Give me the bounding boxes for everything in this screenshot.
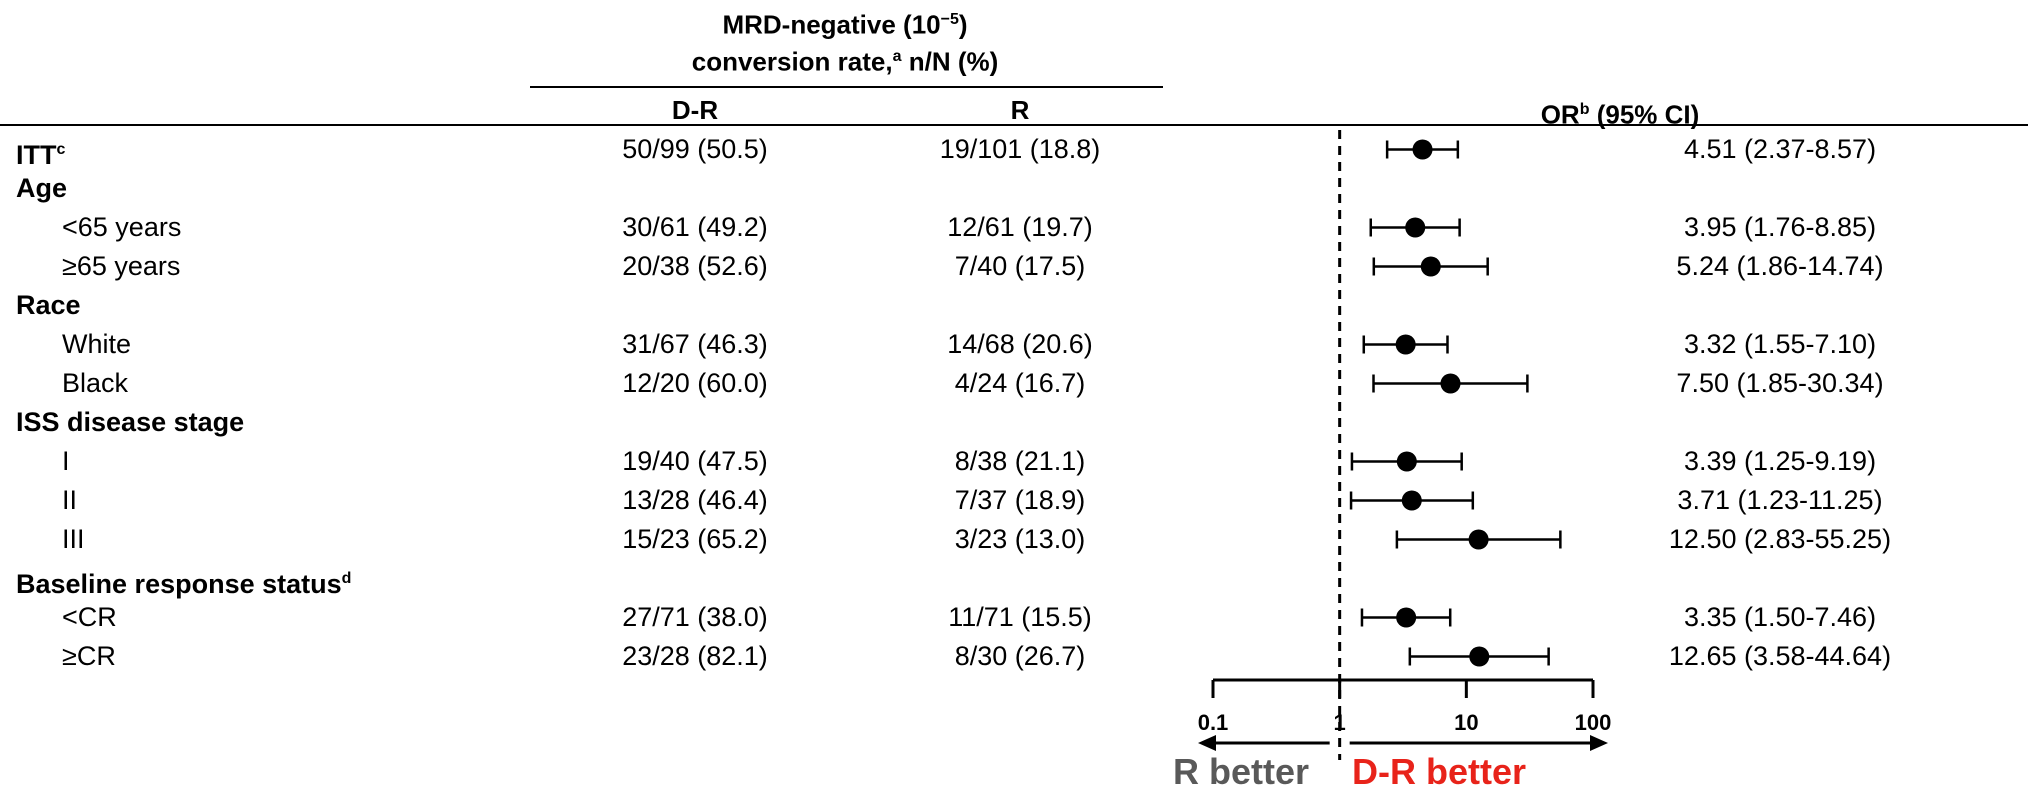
table-row: ≥65 years 20/38 (52.6) 7/40 (17.5) 5.24 (1.… — [0, 247, 2028, 286]
row-label-wrap: ITTc — [16, 130, 65, 175]
r-value: 3/23 (13.0) — [954, 524, 1086, 554]
r-value: 4/24 (16.7) — [954, 368, 1086, 398]
x-axis-tick-label: 1 — [1334, 710, 1346, 735]
dr-better-arrowhead — [1590, 735, 1608, 751]
r-better-label: R better — [1173, 751, 1310, 792]
table-row: ITTc 50/99 (50.5) 19/101 (18.8) 4.51 (2.37-… — [0, 130, 2028, 170]
row-label: Age — [16, 173, 68, 203]
table-header-rule — [0, 124, 2028, 126]
dr-value: 30/61 (49.2) — [622, 212, 768, 242]
r-better-arrowhead — [1198, 735, 1216, 751]
col-header-r: R — [1010, 95, 1030, 125]
table-row: <CR 27/71 (38.0) 11/71 (15.5) 3.35 (1.50-7.… — [0, 598, 2028, 637]
r-value: 7/40 (17.5) — [954, 251, 1086, 281]
table-row: <65 years 30/61 (49.2) 12/61 (19.7) 3.95 (1… — [0, 208, 2028, 247]
dr-value: 19/40 (47.5) — [622, 446, 768, 476]
row-label: Black — [62, 368, 129, 398]
table-row: Race — [0, 286, 2028, 325]
conversion-header-line1: MRD-negative (10−5) — [722, 9, 968, 40]
or-ci-text: 3.71 (1.23-11.25) — [1677, 485, 1883, 515]
or-point — [1395, 334, 1416, 355]
or-point — [1420, 256, 1441, 277]
row-label: III — [62, 524, 85, 554]
row-label: ≥CR — [62, 641, 116, 671]
dr-value: 23/28 (82.1) — [622, 641, 768, 671]
or-ci-text: 3.35 (1.50-7.46) — [1683, 602, 1877, 632]
or-ci-text: 7.50 (1.85-30.34) — [1676, 368, 1884, 398]
r-value: 19/101 (18.8) — [939, 134, 1101, 164]
r-value: 8/38 (21.1) — [954, 446, 1086, 476]
or-ci-text: 12.65 (3.58-44.64) — [1668, 641, 1892, 671]
table-row: Baseline response statusd — [0, 559, 2028, 599]
or-point — [1468, 529, 1489, 550]
table-row: Black 12/20 (60.0) 4/24 (16.7) 7.50 (1.85-3… — [0, 364, 2028, 403]
r-value: 11/71 (15.5) — [948, 602, 1092, 632]
x-axis-tick-label: 100 — [1575, 710, 1612, 735]
or-ci-text: 5.24 (1.86-14.74) — [1676, 251, 1884, 281]
row-label: II — [62, 485, 78, 515]
or-point — [1412, 139, 1433, 160]
conversion-header-line2: conversion rate,a n/N (%) — [691, 46, 999, 77]
row-label-footnote: c — [56, 141, 66, 158]
or-point — [1469, 646, 1490, 667]
table-row: ≥CR 23/28 (82.1) 8/30 (26.7) 12.65 (3.58-44… — [0, 637, 2028, 676]
table-row: White 31/67 (46.3) 14/68 (20.6) 3.32 (1.55-… — [0, 325, 2028, 364]
row-label: <65 years — [62, 212, 182, 242]
row-label: <CR — [62, 602, 117, 632]
row-label: Baseline response status — [16, 569, 342, 599]
row-label: White — [62, 329, 132, 359]
or-ci-text: 12.50 (2.83-55.25) — [1668, 524, 1892, 554]
dr-value: 20/38 (52.6) — [622, 251, 768, 281]
row-label: ITT — [16, 140, 57, 170]
or-ci-text: 4.51 (2.37-8.57) — [1683, 134, 1877, 164]
table-row: III 15/23 (65.2) 3/23 (13.0) 12.50 (2.83-55… — [0, 520, 2028, 559]
dr-value: 15/23 (65.2) — [622, 524, 768, 554]
row-label: I — [62, 446, 70, 476]
conversion-header: MRD-negative (10−5) conversion rate,a n/… — [530, 4, 1160, 77]
table-row: I 19/40 (47.5) 8/38 (21.1) 3.39 (1.25-9.19) — [0, 442, 2028, 481]
r-value: 7/37 (18.9) — [954, 485, 1086, 515]
col-header-dr: D-R — [671, 95, 719, 125]
r-value: 12/61 (19.7) — [947, 212, 1093, 242]
row-label-wrap: Baseline response statusd — [16, 559, 351, 604]
table-row: Age — [0, 169, 2028, 208]
row-label: ≥65 years — [62, 251, 181, 281]
dr-value: 13/28 (46.4) — [622, 485, 768, 515]
r-value: 8/30 (26.7) — [954, 641, 1086, 671]
table-row: ISS disease stage — [0, 403, 2028, 442]
conversion-header-rule — [530, 86, 1163, 88]
or-point — [1401, 490, 1422, 511]
dr-value: 12/20 (60.0) — [622, 368, 768, 398]
or-point — [1440, 373, 1461, 394]
or-point — [1405, 217, 1426, 238]
dr-better-label: D-R better — [1352, 751, 1527, 792]
dr-value: 31/67 (46.3) — [622, 329, 768, 359]
dr-value: 27/71 (38.0) — [622, 602, 768, 632]
row-label-footnote: d — [341, 570, 352, 587]
or-point — [1396, 451, 1417, 472]
row-label: Race — [16, 290, 81, 320]
or-ci-text: 3.32 (1.55-7.10) — [1683, 329, 1877, 359]
or-point — [1396, 607, 1417, 628]
x-axis-tick-label: 10 — [1454, 710, 1478, 735]
or-ci-text: 3.95 (1.76-8.85) — [1683, 212, 1877, 242]
x-axis-tick-label: 0.1 — [1198, 710, 1229, 735]
dr-value: 50/99 (50.5) — [622, 134, 768, 164]
r-value: 14/68 (20.6) — [947, 329, 1093, 359]
or-ci-text: 3.39 (1.25-9.19) — [1683, 446, 1877, 476]
row-label: ISS disease stage — [16, 407, 245, 437]
table-row: II 13/28 (46.4) 7/37 (18.9) 3.71 (1.23-11.2… — [0, 481, 2028, 520]
